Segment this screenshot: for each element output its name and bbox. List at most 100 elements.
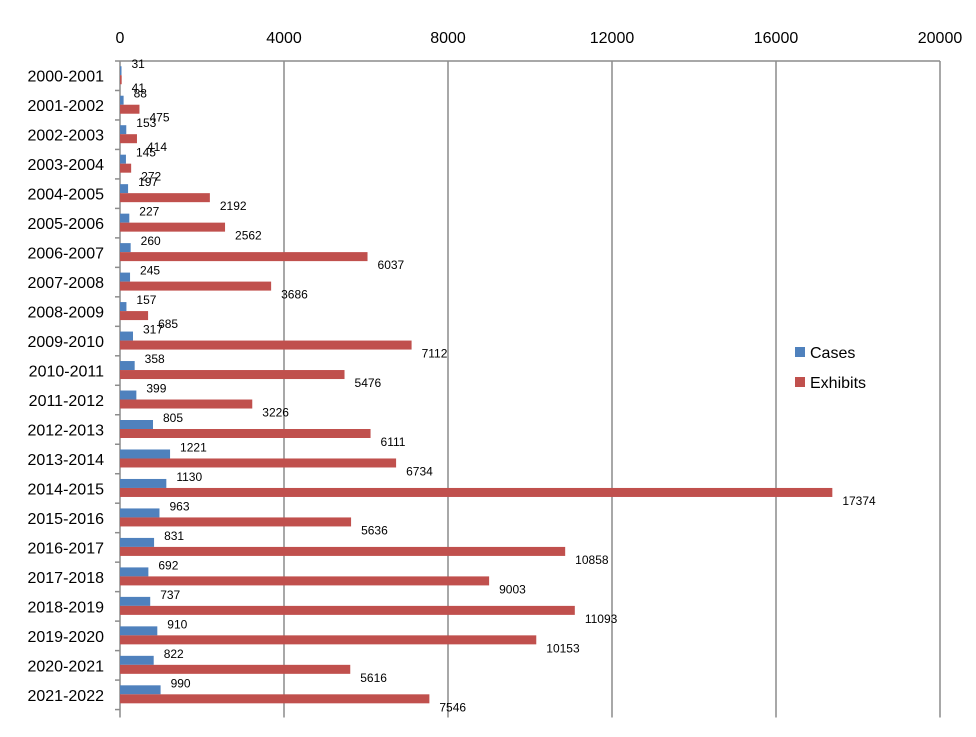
bar-cases: [120, 626, 158, 636]
category-label: 2014-2015: [27, 481, 104, 498]
bar-cases: [120, 184, 129, 194]
bar-exhibits: [120, 134, 137, 144]
bar-cases: [120, 449, 171, 459]
data-label-exhibits: 3686: [281, 288, 308, 302]
bar-cases: [120, 655, 154, 665]
bar-exhibits: [120, 546, 566, 556]
category-label: 2020-2021: [27, 658, 104, 675]
bar-cases: [120, 272, 131, 282]
data-label-cases: 88: [134, 87, 148, 101]
data-label-cases: 910: [167, 617, 187, 631]
bar-exhibits: [120, 370, 345, 380]
category-label: 2006-2007: [27, 246, 104, 263]
bar-cases: [120, 567, 149, 577]
data-label-exhibits: 2562: [235, 229, 262, 243]
category-label: 2011-2012: [29, 393, 104, 410]
legend-label-cases: Cases: [810, 345, 855, 362]
data-label-exhibits: 41: [132, 81, 146, 95]
data-label-exhibits: 414: [147, 140, 167, 154]
category-label: 2012-2013: [27, 423, 104, 440]
category-label: 2000-2001: [27, 69, 104, 86]
data-label-exhibits: 10858: [575, 553, 609, 567]
data-label-exhibits: 11093: [585, 612, 618, 626]
bar-exhibits: [120, 605, 575, 615]
data-label-cases: 692: [158, 558, 178, 572]
bar-cases: [120, 213, 130, 223]
data-label-cases: 1221: [180, 440, 207, 454]
data-label-exhibits: 272: [141, 170, 161, 184]
x-tick-label: 20000: [918, 30, 963, 47]
category-label: 2008-2009: [27, 305, 104, 322]
x-tick-label: 0: [116, 30, 125, 47]
bar-exhibits: [120, 252, 368, 262]
category-label: 2007-2008: [27, 275, 104, 292]
data-label-cases: 145: [136, 146, 156, 160]
category-label: 2001-2002: [27, 98, 104, 115]
data-label-cases: 260: [141, 234, 161, 248]
data-label-cases: 963: [169, 499, 189, 513]
category-label: 2003-2004: [27, 157, 104, 174]
data-label-cases: 990: [171, 676, 191, 690]
legend-label-exhibits: Exhibits: [810, 375, 866, 392]
bar-cases: [120, 125, 127, 135]
data-label-exhibits: 6111: [381, 435, 406, 449]
bar-exhibits: [120, 458, 397, 468]
category-label: 2021-2022: [27, 688, 104, 705]
data-label-cases: 317: [143, 323, 163, 337]
data-label-exhibits: 475: [149, 111, 169, 125]
data-label-cases: 822: [164, 647, 184, 661]
bar-exhibits: [120, 75, 122, 85]
category-label: 2004-2005: [27, 187, 104, 204]
bar-exhibits: [120, 281, 272, 291]
data-label-exhibits: 5636: [361, 523, 388, 537]
data-label-exhibits: 5476: [355, 376, 382, 390]
bar-cases: [120, 390, 137, 400]
bar-exhibits: [120, 399, 253, 409]
x-tick-label: 16000: [754, 30, 799, 47]
bar-exhibits: [120, 340, 412, 350]
data-label-cases: 399: [146, 382, 166, 396]
data-label-cases: 831: [164, 529, 184, 543]
data-label-exhibits: 3226: [262, 406, 289, 420]
bar-cases: [120, 95, 124, 105]
category-axis: 2000-2001 2001-2002 2002-2003 2003-2004 2004…: [27, 69, 104, 705]
bar-cases: [120, 508, 160, 518]
bar-cases: [120, 537, 155, 547]
bar-exhibits: [120, 487, 833, 497]
bar-cases: [120, 361, 135, 371]
category-label: 2018-2019: [27, 599, 104, 616]
category-label: 2017-2018: [27, 570, 104, 587]
data-label-exhibits: 5616: [360, 671, 387, 685]
x-tick-label: 12000: [590, 30, 635, 47]
data-label-cases: 805: [163, 411, 183, 425]
bar-cases: [120, 66, 122, 76]
bar-exhibits: [120, 104, 140, 114]
data-label-cases: 197: [138, 175, 158, 189]
bar-cases: [120, 331, 133, 341]
grid: [115, 60, 941, 718]
data-label-exhibits: 7112: [422, 347, 448, 361]
bar-cases: [120, 685, 161, 695]
legend-swatch-exhibits: [795, 377, 805, 387]
bar-exhibits: [120, 311, 149, 321]
bar-exhibits: [120, 576, 490, 586]
category-label: 2009-2010: [27, 334, 104, 351]
category-label: 2002-2003: [27, 128, 104, 145]
data-label-cases: 31: [132, 57, 146, 71]
data-label-exhibits: 6734: [406, 464, 433, 478]
bar-cases: [120, 478, 167, 488]
data-label-exhibits: 9003: [499, 582, 526, 596]
data-label-cases: 358: [145, 352, 165, 366]
data-label-cases: 227: [139, 205, 159, 219]
category-label: 2019-2020: [27, 629, 104, 646]
category-label: 2005-2006: [27, 216, 104, 233]
bars: [120, 66, 833, 704]
bar-exhibits: [120, 635, 537, 645]
bar-exhibits: [120, 429, 371, 438]
data-label-exhibits: 7546: [439, 700, 466, 714]
category-label: 2016-2017: [27, 540, 104, 557]
bar-cases: [120, 302, 127, 312]
bar-cases: [120, 420, 154, 429]
